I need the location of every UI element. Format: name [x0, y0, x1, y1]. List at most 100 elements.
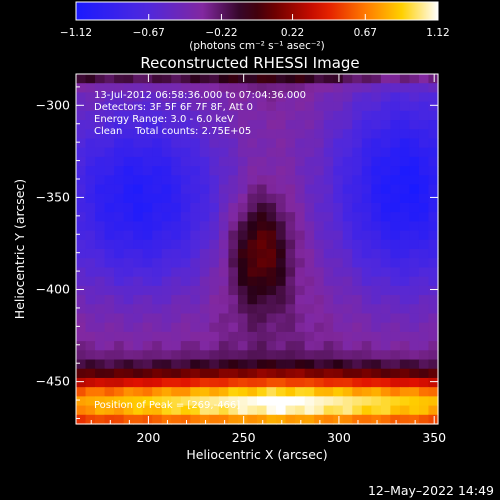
heatmap-cell: [95, 138, 106, 149]
heatmap-cell: [104, 387, 115, 397]
heatmap-cell: [114, 202, 125, 213]
heatmap-cell: [85, 74, 96, 84]
heatmap-cell: [333, 120, 344, 130]
heatmap-cell: [209, 175, 220, 186]
heatmap-cell: [190, 396, 201, 407]
heatmap-cell: [104, 377, 115, 388]
heatmap-cell: [142, 414, 153, 425]
heatmap-cell: [361, 414, 372, 425]
heatmap-cell: [152, 239, 163, 250]
heatmap-cell: [361, 368, 372, 379]
heatmap-cell: [418, 414, 430, 425]
heatmap-cell: [285, 341, 296, 351]
heatmap-cell: [228, 147, 239, 158]
heatmap-cell: [399, 377, 411, 388]
heatmap-cell: [418, 350, 430, 361]
heatmap-cell: [190, 184, 201, 195]
heatmap-cell: [85, 267, 96, 278]
heatmap-cell: [409, 166, 420, 176]
heatmap-cell: [352, 285, 363, 296]
heatmap-cell: [171, 258, 182, 269]
heatmap-cell: [190, 138, 201, 149]
heatmap-cell: [285, 396, 296, 407]
heatmap-cell: [390, 396, 401, 407]
heatmap-cell: [237, 285, 249, 296]
heatmap-cell: [342, 249, 353, 259]
heatmap-cell: [257, 221, 268, 232]
heatmap-cell: [133, 350, 144, 361]
heatmap-cell: [123, 350, 134, 361]
heatmap-cell: [161, 101, 172, 112]
heatmap-cell: [428, 304, 439, 315]
heatmap-cell: [228, 304, 239, 315]
heatmap-cell: [285, 350, 296, 361]
heatmap-cell: [95, 92, 106, 103]
heatmap-cell: [361, 267, 372, 278]
heatmap-cell: [314, 138, 325, 149]
heatmap-cell: [342, 414, 353, 425]
heatmap-cell: [295, 258, 306, 269]
heatmap-cell: [133, 414, 144, 425]
heatmap-cell: [209, 387, 220, 397]
heatmap-cell: [428, 249, 439, 259]
heatmap-cell: [247, 396, 258, 407]
heatmap-cell: [371, 120, 382, 130]
heatmap-cell: [142, 249, 153, 259]
heatmap-cell: [304, 359, 315, 370]
heatmap-cell: [285, 368, 296, 379]
heatmap-cell: [418, 295, 430, 305]
heatmap-cell: [237, 350, 249, 361]
heatmap-cell: [428, 156, 439, 167]
heatmap-cell: [171, 129, 182, 140]
heatmap-cell: [228, 101, 239, 112]
heatmap-cell: [180, 396, 191, 407]
heatmap-cell: [228, 221, 239, 232]
heatmap-cell: [304, 83, 315, 94]
heatmap-cell: [209, 92, 220, 103]
heatmap-cell: [199, 414, 210, 425]
heatmap-cell: [114, 147, 125, 158]
heatmap-cell: [390, 405, 401, 416]
heatmap-cell: [171, 295, 182, 305]
heatmap-cell: [161, 258, 172, 269]
heatmap-cell: [285, 193, 296, 204]
heatmap-cell: [237, 387, 249, 397]
heatmap-cell: [95, 129, 106, 140]
heatmap-cell: [428, 414, 439, 425]
heatmap-cell: [237, 239, 249, 250]
heatmap-cell: [323, 129, 334, 140]
heatmap-cell: [361, 396, 372, 407]
heatmap-cell: [418, 138, 430, 149]
heatmap-cell: [409, 156, 420, 167]
heatmap-cell: [380, 368, 391, 379]
heatmap-cell: [161, 193, 172, 204]
heatmap-cell: [276, 110, 287, 121]
heatmap-cell: [342, 120, 353, 130]
heatmap-cell: [123, 175, 134, 186]
heatmap-cell: [114, 377, 125, 388]
heatmap-cell: [114, 267, 125, 278]
heatmap-cell: [361, 120, 372, 130]
heatmap-cell: [314, 295, 325, 305]
heatmap-cell: [285, 359, 296, 370]
heatmap-cell: [133, 331, 144, 342]
heatmap-cell: [142, 368, 153, 379]
heatmap-cell: [295, 295, 306, 305]
heatmap-cell: [171, 147, 182, 158]
heatmap-cell: [390, 83, 401, 94]
heatmap-cell: [390, 285, 401, 296]
heatmap-cell: [333, 341, 344, 351]
heatmap-cell: [390, 331, 401, 342]
heatmap-cell: [161, 239, 172, 250]
heatmap-cell: [276, 74, 287, 84]
heatmap-cell: [95, 396, 106, 407]
heatmap-cell: [180, 276, 191, 287]
heatmap-cell: [85, 175, 96, 186]
heatmap-cell: [228, 175, 239, 186]
heatmap-cell: [247, 341, 258, 351]
heatmap-cell: [133, 249, 144, 259]
heatmap-cell: [418, 175, 430, 186]
heatmap-cell: [171, 313, 182, 324]
heatmap-cell: [114, 175, 125, 186]
heatmap-cell: [276, 276, 287, 287]
